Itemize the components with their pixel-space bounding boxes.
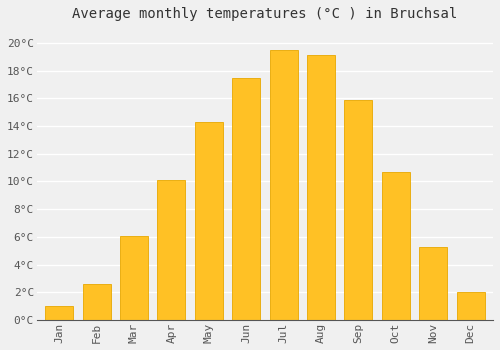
Bar — [456, 292, 484, 320]
Bar — [45, 306, 73, 320]
Bar — [419, 247, 447, 320]
Bar — [382, 172, 410, 320]
Bar — [158, 180, 186, 320]
Bar — [344, 100, 372, 320]
Bar — [270, 50, 297, 320]
Bar — [232, 78, 260, 320]
Bar — [82, 284, 110, 320]
Title: Average monthly temperatures (°C ) in Bruchsal: Average monthly temperatures (°C ) in Br… — [72, 7, 458, 21]
Bar — [195, 122, 223, 320]
Bar — [307, 55, 335, 320]
Bar — [120, 236, 148, 320]
